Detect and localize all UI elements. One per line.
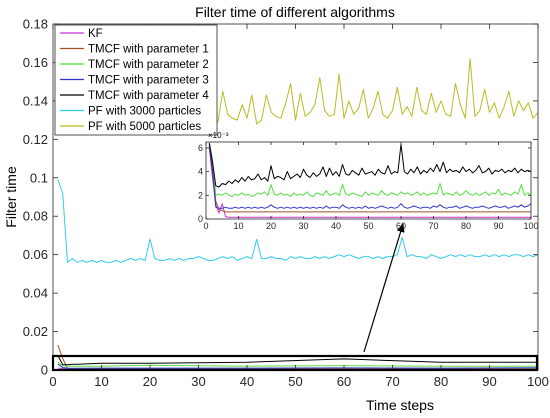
legend-label-kf: KF: [88, 28, 103, 40]
inset-plot-area: [206, 142, 531, 219]
main-y-tick-label: 0.14: [23, 93, 48, 108]
inset-x-tick-label: 70: [428, 221, 438, 231]
legend-label-pf-with-3000-particles: PF with 3000 particles: [88, 106, 201, 118]
inset-x-tick-label: 90: [493, 221, 503, 231]
inset-x-tick-label: 40: [331, 221, 341, 231]
inset-x-tick-label: 10: [233, 221, 243, 231]
inset-series-tmcf-with-parameter-1: [208, 145, 531, 213]
chart-title: Filter time of different algorithms: [195, 4, 395, 20]
main-x-tick-label: 50: [288, 374, 302, 389]
main-series-pf-with-3000-particles: [57, 179, 538, 263]
legend-label-tmcf-with-parameter-3: TMCF with parameter 3: [88, 75, 209, 87]
inset-y-tick-label: 0: [198, 214, 203, 224]
main-y-tick-label: 0.04: [23, 286, 48, 301]
inset-x-tick-label: 80: [461, 221, 471, 231]
main-x-tick-label: 10: [94, 374, 108, 389]
main-y-tick-label: 0.16: [23, 55, 48, 70]
zoom-arrow: [363, 223, 405, 353]
inset-x-tick-label: 0: [203, 221, 208, 231]
main-x-tick-label: 70: [385, 374, 399, 389]
main-x-tick-label: 30: [191, 374, 205, 389]
legend-label-tmcf-with-parameter-4: TMCF with parameter 4: [88, 90, 209, 102]
legend-label-pf-with-5000-particles: PF with 5000 particles: [88, 121, 201, 133]
inset-y-tick-label: 4: [198, 167, 203, 177]
legend: KF TMCF with parameter 1 TMCF with paramet…: [54, 24, 218, 136]
inset-series-tmcf-with-parameter-4: [208, 143, 531, 188]
main-x-tick-label: 100: [527, 374, 549, 389]
inset-x-tick-label: 20: [266, 221, 276, 231]
main-x-tick-label: 0: [49, 374, 56, 389]
main-x-tick-label: 90: [482, 374, 496, 389]
main-y-tick-label: 0.08: [23, 209, 48, 224]
y-axis-label: Filter time: [3, 166, 19, 228]
x-axis-label: Time steps: [366, 397, 434, 413]
inset-series-group: [208, 142, 531, 218]
inset-scale-label: ×10⁻³: [208, 131, 229, 140]
legend-label-tmcf-with-parameter-1: TMCF with parameter 1: [88, 44, 209, 56]
main-x-tick-label: 80: [434, 374, 448, 389]
main-x-tick-label: 20: [143, 374, 157, 389]
inset-x-tick-label: 100: [523, 221, 538, 231]
main-series-tmcf-with-parameter-4: [57, 355, 538, 366]
inset-series-tmcf-with-parameter-3: [208, 144, 531, 209]
inset-x-tick-label: 50: [363, 221, 373, 231]
main-y-tick-label: 0.06: [23, 247, 48, 262]
inset-x-tick-label: 30: [298, 221, 308, 231]
main-series-pf-with-5000-particles: [159, 58, 538, 129]
inset-series-tmcf-with-parameter-2: [208, 142, 531, 197]
inset-y-tick-label: 6: [198, 143, 203, 153]
inset-x-tick-label: 60: [396, 221, 406, 231]
main-x-tick-label: 40: [240, 374, 254, 389]
legend-label-tmcf-with-parameter-2: TMCF with parameter 2: [88, 59, 209, 71]
main-x-tick-label: 60: [337, 374, 351, 389]
main-y-tick-label: 0.18: [23, 17, 48, 32]
main-y-tick-label: 0.12: [23, 132, 48, 147]
main-y-tick-label: 0.1: [30, 170, 48, 185]
inset-y-tick-label: 2: [198, 190, 203, 200]
main-y-tick-label: 0: [41, 363, 48, 378]
zoom-region-box: [51, 354, 539, 372]
main-y-tick-label: 0.02: [23, 324, 48, 339]
